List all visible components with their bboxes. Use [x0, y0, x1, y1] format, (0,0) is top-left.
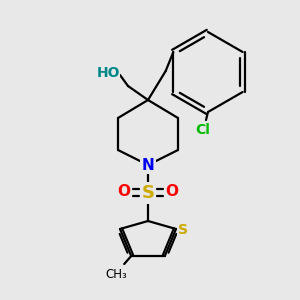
Text: CH₃: CH₃: [105, 268, 127, 281]
Text: S: S: [178, 223, 188, 237]
Text: O: O: [118, 184, 130, 200]
Text: S: S: [142, 184, 154, 202]
Text: HO: HO: [96, 66, 120, 80]
Text: Cl: Cl: [196, 123, 210, 137]
Text: N: N: [142, 158, 154, 172]
Text: O: O: [166, 184, 178, 200]
